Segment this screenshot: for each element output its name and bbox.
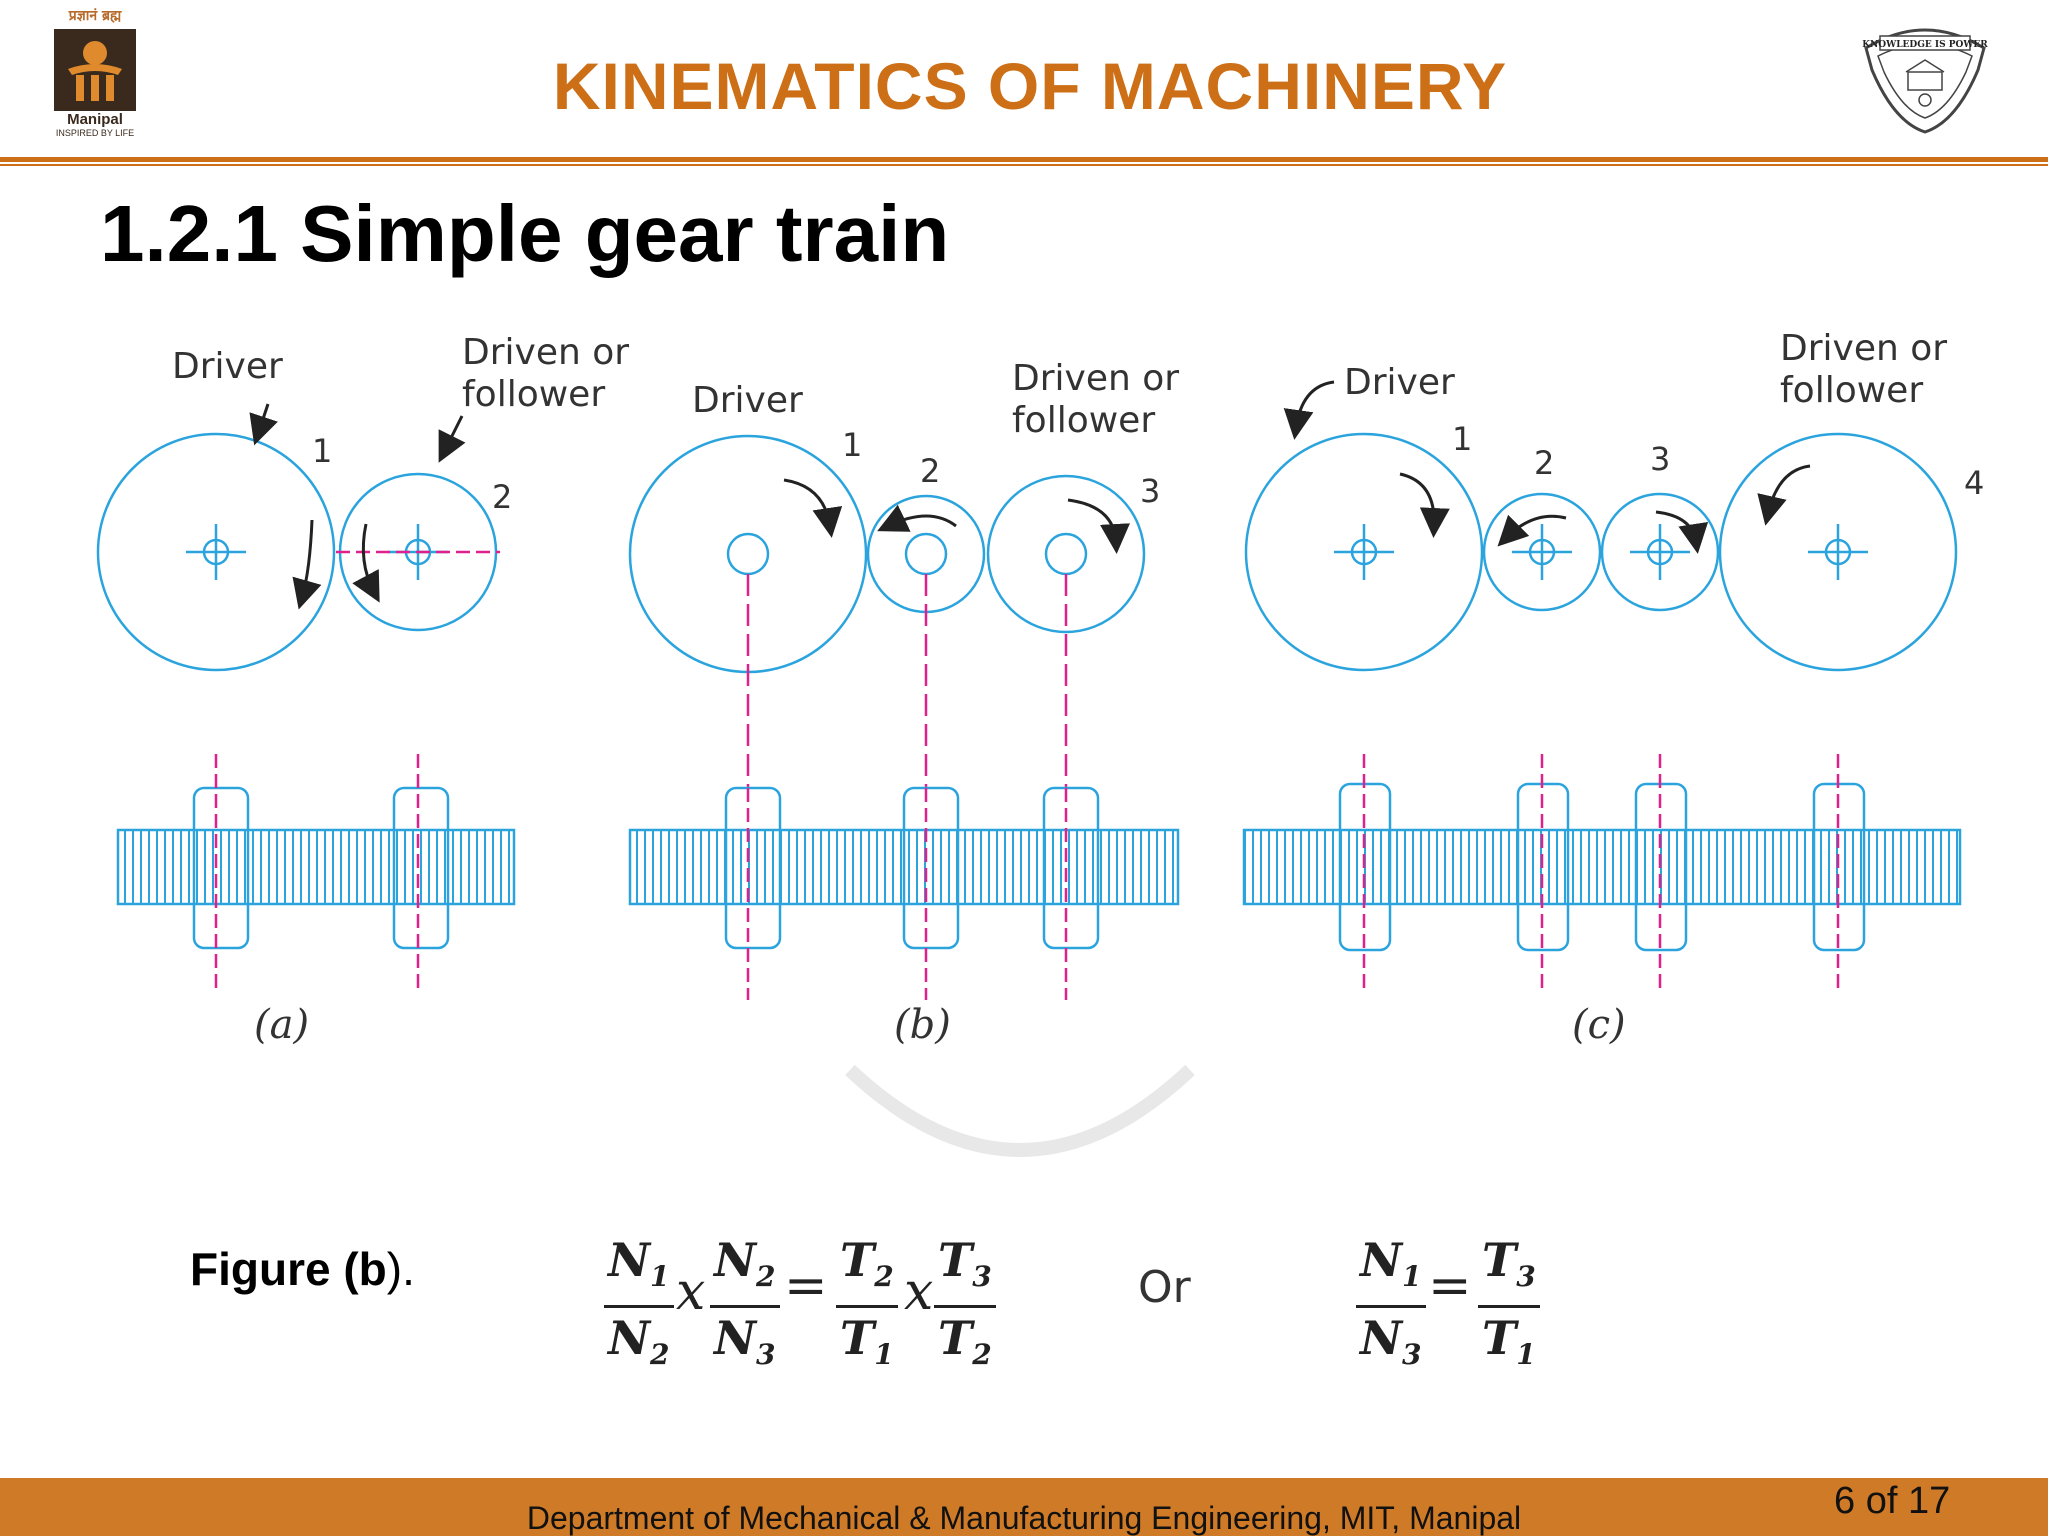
gear-train-b: Driver Driven or follower 1 2 3 (b) bbox=[628, 358, 1179, 1048]
rotation-arrow-c3 bbox=[1655, 510, 1709, 554]
rotation-arrow-c4 bbox=[1757, 464, 1811, 526]
caption-b: (b) bbox=[894, 1002, 951, 1048]
gear-a1 bbox=[96, 432, 336, 672]
watermark-seal bbox=[845, 1064, 1195, 1157]
figure-reference: Figure (b). bbox=[190, 1243, 415, 1295]
gear-face-c bbox=[1242, 828, 1962, 906]
rotation-arrow-c2 bbox=[1497, 514, 1567, 547]
header-rule-thin bbox=[0, 164, 2048, 166]
rotation-arrow-a2 bbox=[352, 523, 380, 603]
slide-title: 1.2.1 Simple gear train bbox=[100, 189, 950, 278]
label-driven-b-1: Driven or bbox=[1012, 358, 1179, 399]
fraction-n1-n3: N1 N3 bbox=[1356, 1232, 1426, 1385]
mit-seal: KNOWLEDGE IS POWER bbox=[1856, 18, 1994, 136]
label-driven-c-2: follower bbox=[1780, 370, 1923, 411]
or-text: Or bbox=[1138, 1262, 1191, 1313]
rotation-arrow-b3 bbox=[1067, 498, 1130, 554]
gear-number-c1: 1 bbox=[1452, 420, 1472, 458]
rotation-arrow-b2 bbox=[877, 504, 957, 532]
rotation-arrow-b1 bbox=[783, 478, 843, 538]
times-sign: x bbox=[904, 1262, 934, 1322]
gear-c3 bbox=[1600, 492, 1720, 612]
fraction-n1-n2: N1 N2 bbox=[604, 1232, 674, 1385]
fraction-t3-t2: T3 T2 bbox=[934, 1232, 996, 1385]
page-number: 6 of 17 bbox=[1834, 1480, 1951, 1522]
logo-hindi-text: प्रज्ञानं ब्रह्म bbox=[68, 8, 122, 24]
label-driver-b: Driver bbox=[692, 380, 803, 421]
gear-train-figure: Driver Driven or follower 1 2 (a) Driver… bbox=[96, 330, 1984, 1048]
gear-train-c: Driver Driven or follower 1 2 3 4 (c) bbox=[1242, 330, 1984, 1048]
label-driven-a-1: Driven or bbox=[462, 332, 629, 373]
gear-number-c4: 4 bbox=[1964, 464, 1984, 502]
rotation-arrow-c1 bbox=[1399, 472, 1450, 538]
footer-bar bbox=[0, 1478, 2048, 1536]
logo-emblem bbox=[54, 29, 136, 111]
manipal-logo: प्रज्ञानं ब्रह्म Manipal INSPIRED BY LIF… bbox=[52, 6, 138, 150]
seal-banner-text: KNOWLEDGE IS POWER bbox=[1862, 40, 1988, 50]
gear-c1 bbox=[1244, 432, 1484, 672]
gear-number-a2: 2 bbox=[492, 478, 512, 516]
gear-number-a1: 1 bbox=[312, 432, 332, 470]
label-driven-b-2: follower bbox=[1012, 400, 1155, 441]
times-sign: x bbox=[676, 1262, 706, 1322]
rotation-arrow-a1 bbox=[292, 519, 322, 610]
gear-c4 bbox=[1718, 432, 1958, 672]
gear-b3 bbox=[986, 474, 1146, 634]
caption-c: (c) bbox=[1572, 1002, 1626, 1048]
header-title: KINEMATICS OF MACHINERY bbox=[552, 49, 1508, 123]
gear-number-c2: 2 bbox=[1534, 444, 1554, 482]
header-rule bbox=[0, 157, 2048, 162]
gear-c2 bbox=[1482, 492, 1602, 612]
label-driver-a: Driver bbox=[172, 346, 283, 387]
caption-a: (a) bbox=[254, 1002, 309, 1048]
equals-sign: = bbox=[784, 1256, 828, 1316]
gear-number-c3: 3 bbox=[1650, 440, 1670, 478]
gear-number-b1: 1 bbox=[842, 426, 862, 464]
fraction-n2-n3: N2 N3 bbox=[710, 1232, 780, 1385]
logo-tagline: INSPIRED BY LIFE bbox=[55, 128, 135, 138]
logo-word: Manipal bbox=[67, 111, 123, 128]
label-driver-c: Driver bbox=[1344, 362, 1455, 403]
label-driven-c-1: Driven or bbox=[1780, 330, 1947, 369]
label-driven-a-2: follower bbox=[462, 374, 605, 415]
footer-department: Department of Mechanical & Manufacturing… bbox=[526, 1500, 1522, 1536]
equals-sign: = bbox=[1428, 1256, 1472, 1316]
gear-number-b3: 3 bbox=[1140, 472, 1160, 510]
fraction-t2-t1: T2 T1 bbox=[836, 1232, 898, 1385]
gear-face-a bbox=[116, 828, 516, 906]
gear-train-a: Driver Driven or follower 1 2 (a) bbox=[96, 332, 629, 1048]
fraction-t3-t1: T3 T1 bbox=[1478, 1232, 1540, 1385]
gear-number-b2: 2 bbox=[920, 452, 940, 490]
